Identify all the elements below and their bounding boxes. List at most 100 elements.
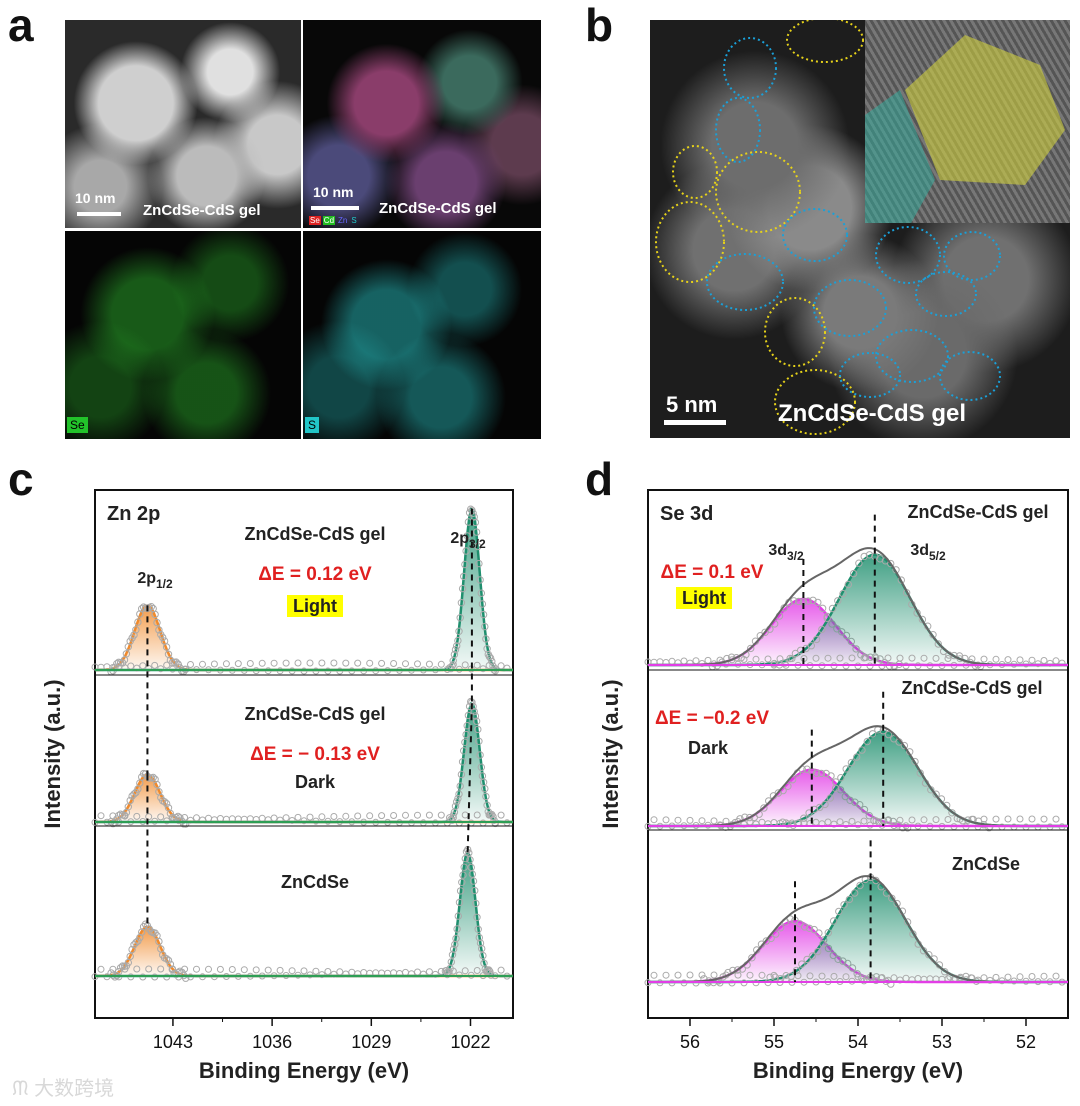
data-point (116, 810, 125, 818)
data-point (800, 814, 808, 822)
haadf-image: 10 nm ZnCdSe-CdS gel (65, 20, 301, 228)
data-point (169, 965, 177, 973)
data-point (469, 877, 478, 885)
data-point (796, 920, 804, 928)
data-point (890, 974, 898, 982)
data-point (932, 790, 940, 798)
data-point (497, 966, 505, 974)
x-tick-label: 1029 (351, 1032, 391, 1052)
data-point (472, 528, 481, 536)
data-point (479, 951, 487, 960)
data-point (151, 661, 159, 669)
data-point (834, 597, 842, 605)
data-point (776, 655, 784, 663)
data-point (752, 655, 760, 663)
data-point (822, 769, 830, 778)
data-point (786, 654, 794, 663)
data-point (806, 972, 814, 980)
data-point (1034, 660, 1042, 668)
data-point (163, 661, 171, 669)
data-point (330, 813, 338, 820)
data-point (733, 966, 742, 974)
data-point (448, 951, 457, 959)
data-point (812, 769, 821, 777)
data-point (449, 811, 457, 819)
data-point (157, 813, 165, 821)
peak-fill (648, 599, 1068, 665)
data-point (402, 811, 409, 819)
data-point (734, 971, 742, 979)
panel-label-b: b (585, 0, 614, 51)
data-point (136, 610, 144, 618)
data-point (479, 610, 488, 619)
x-axis-label: Binding Energy (eV) (199, 1058, 409, 1083)
data-point (210, 660, 218, 668)
data-point (925, 951, 933, 959)
data-point (810, 925, 818, 934)
data-point (467, 863, 475, 872)
data-point (823, 614, 831, 622)
data-point (443, 971, 451, 979)
panel-title: Se 3d (660, 503, 713, 525)
data-point (860, 654, 868, 662)
data-point (745, 813, 754, 822)
data-point (160, 798, 169, 806)
data-point (472, 717, 481, 725)
data-point (853, 753, 861, 761)
data-point (124, 643, 133, 651)
data-point (791, 649, 800, 658)
data-point (205, 814, 212, 822)
data-point (414, 811, 421, 819)
data-point (992, 655, 1000, 663)
data-point (454, 912, 462, 920)
data-point (863, 737, 871, 746)
data-point (476, 576, 484, 584)
peak-fill (95, 926, 513, 976)
data-point (1028, 656, 1036, 664)
data-point (456, 614, 464, 622)
data-point (157, 665, 165, 673)
data-point (414, 660, 421, 668)
data-point (441, 967, 450, 975)
data-point (764, 655, 772, 663)
hrtem-image: 5 nm ZnCdSe-CdS gel (650, 20, 1070, 438)
data-point (466, 856, 474, 864)
data-point (479, 665, 487, 673)
element-legend: Se Cd Zn S (309, 216, 358, 225)
data-point (471, 886, 479, 895)
data-point (463, 532, 471, 540)
data-point (300, 817, 308, 825)
data-point (908, 816, 916, 824)
data-point (855, 559, 863, 567)
data-point (240, 966, 248, 974)
delta-e-label: ΔE = − 0.13 eV (250, 744, 380, 765)
data-point (222, 660, 230, 668)
data-point (453, 925, 461, 933)
data-point (826, 794, 834, 802)
series-2 (644, 873, 1068, 988)
data-point (692, 657, 700, 665)
data-point (228, 966, 236, 973)
data-point (837, 774, 845, 782)
watermark: ᙏ 大数跨境 (12, 1072, 114, 1101)
data-point (366, 812, 374, 820)
data-point (932, 654, 940, 662)
panel-label-c: c (8, 453, 34, 505)
data-point (470, 513, 478, 521)
watermark-icon: ᙏ (12, 1078, 29, 1100)
s-map-image: S (303, 231, 541, 439)
data-point (908, 654, 916, 662)
series-1 (644, 725, 1068, 832)
data-point (456, 782, 464, 790)
data-point (475, 933, 483, 942)
scale-bar-label: 10 nm (313, 184, 354, 200)
data-point (276, 816, 284, 824)
data-point (483, 645, 491, 653)
watermark-text: 大数跨境 (34, 1078, 115, 1100)
data-point (336, 968, 344, 976)
data-point (342, 659, 350, 667)
data-point (856, 881, 864, 890)
data-point (312, 967, 320, 975)
data-point (130, 790, 138, 798)
data-point (478, 944, 486, 953)
